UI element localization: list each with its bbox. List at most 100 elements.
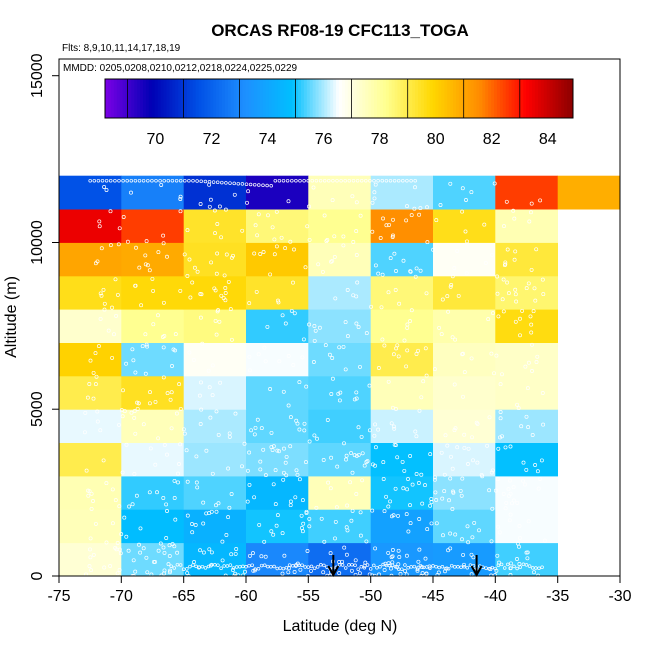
colorbar-step (447, 79, 451, 118)
sample-point (403, 563, 407, 567)
sample-point (456, 293, 461, 298)
sample-point (224, 533, 229, 537)
sample-point (188, 564, 192, 569)
sample-point (117, 504, 122, 509)
sample-point (233, 551, 238, 556)
sample-point (139, 303, 144, 308)
sample-point (403, 569, 408, 573)
sample-point (365, 459, 370, 464)
sample-point (146, 178, 150, 183)
sample-point (404, 218, 409, 223)
sample-point (110, 487, 115, 492)
sample-point (329, 392, 334, 396)
sample-point (512, 257, 517, 262)
sample-point (509, 566, 513, 570)
sample-point (428, 452, 433, 457)
sample-point (424, 291, 429, 296)
sample-point (431, 564, 435, 568)
sample-point (133, 431, 138, 436)
heatmap-cell (59, 175, 122, 210)
sample-point (91, 396, 96, 401)
sample-point (534, 360, 539, 364)
sample-point (448, 546, 453, 551)
sample-point (134, 245, 138, 250)
sample-point (445, 443, 450, 448)
sample-point (348, 480, 353, 485)
sample-point (434, 564, 438, 569)
sample-point (236, 181, 241, 186)
sample-point (350, 562, 354, 567)
colorbar-step (467, 79, 472, 118)
sample-point (162, 550, 167, 555)
sample-point (281, 389, 286, 394)
sample-point (247, 553, 252, 558)
colorbar-step (494, 79, 498, 118)
heatmap-cell (246, 409, 309, 443)
colorbar-step (438, 79, 442, 118)
sample-point (207, 385, 212, 390)
colorbar-step (295, 79, 299, 118)
sample-point (501, 309, 506, 314)
sample-point (538, 198, 543, 203)
colorbar-step (400, 79, 404, 118)
x-tick-label: -40 (484, 588, 507, 605)
sample-point (343, 367, 348, 372)
sample-point (438, 203, 443, 207)
sample-point (511, 208, 516, 213)
sample-point (185, 274, 190, 278)
colorbar-step (558, 79, 562, 118)
heatmap-cell (59, 242, 122, 277)
sample-point (198, 315, 203, 320)
sample-point (207, 204, 212, 209)
heatmap-cell (308, 542, 371, 577)
sample-point (169, 390, 174, 395)
sample-point (448, 476, 453, 481)
sample-point (207, 180, 212, 184)
colorbar (104, 78, 574, 119)
sample-point (425, 527, 430, 532)
sample-point (240, 182, 245, 186)
sample-point (408, 503, 412, 508)
sample-point (307, 204, 311, 209)
sample-point (275, 513, 280, 518)
sample-point (432, 367, 437, 372)
sample-point (343, 178, 347, 183)
heatmap-cell (308, 209, 371, 243)
sample-point (192, 560, 197, 564)
sample-point (396, 548, 401, 553)
sample-point (496, 524, 501, 529)
sample-point (148, 390, 152, 395)
sample-point (144, 239, 149, 244)
sample-point (178, 563, 183, 567)
colorbar-step (456, 79, 460, 118)
sample-point (243, 569, 247, 574)
sample-point (91, 370, 96, 375)
sample-point (249, 428, 254, 433)
sample-point (304, 509, 309, 514)
sample-point (113, 545, 118, 550)
sample-point (283, 321, 288, 326)
sample-point (85, 395, 90, 400)
sample-point (527, 219, 532, 224)
sample-point (208, 415, 213, 420)
sample-point (115, 571, 120, 576)
sample-point (312, 338, 317, 343)
sample-point (214, 409, 219, 414)
sample-point (223, 291, 228, 295)
sample-point (217, 319, 222, 324)
sample-point (233, 571, 238, 576)
colorbar-step (230, 79, 235, 118)
sample-point (330, 356, 335, 360)
sample-point (468, 563, 473, 567)
sample-point (487, 567, 491, 571)
sample-point (401, 486, 406, 491)
colorbar-step (236, 79, 241, 118)
colorbar-step (502, 79, 507, 118)
sample-point (132, 472, 137, 476)
sample-point (112, 332, 116, 337)
sample-point (150, 178, 154, 183)
colorbar-step (517, 79, 521, 118)
sample-point (337, 571, 342, 576)
sample-point (272, 564, 276, 569)
sample-point (419, 472, 424, 477)
